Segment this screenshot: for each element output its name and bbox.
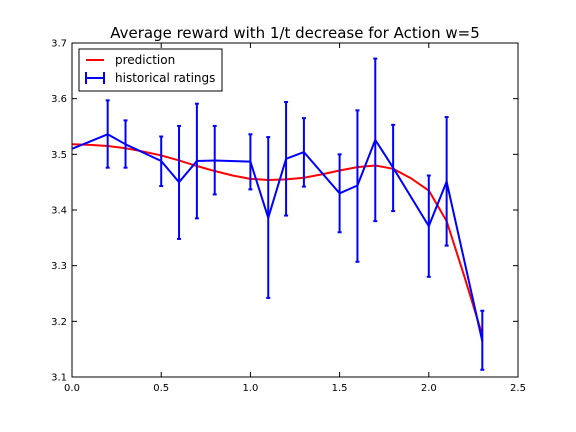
historical-ratings-line (71, 133, 484, 342)
legend-label-historical-ratings: historical ratings (115, 71, 215, 85)
x-tick-label: 0.5 (153, 383, 169, 394)
x-tick-label: 2.5 (510, 383, 526, 394)
series-layer (71, 57, 485, 371)
plot-frame (71, 42, 519, 378)
y-tick-label: 3.1 (51, 373, 67, 384)
legend-box (78, 48, 223, 92)
x-tick-label: 1.5 (332, 383, 348, 394)
x-tick-label: 0.0 (64, 383, 80, 394)
y-tick-label: 3.5 (51, 150, 67, 161)
y-tick-label: 3.6 (51, 94, 67, 105)
y-tick-label: 3.7 (51, 39, 67, 50)
y-tick-label: 3.4 (51, 206, 67, 217)
legend: prediction historical ratings (78, 48, 223, 92)
y-tick-label: 3.2 (51, 317, 67, 328)
y-axis: 3.1 3.2 3.3 3.4 3.5 3.6 3.7 (51, 39, 518, 384)
x-tick-label: 1.0 (242, 383, 258, 394)
y-tick-label: 3.3 (51, 261, 67, 272)
plot-area (72, 43, 518, 377)
legend-label-prediction: prediction (115, 53, 175, 67)
chart-title: Average reward with 1/t decrease for Act… (110, 24, 480, 42)
x-tick-label: 2.0 (421, 383, 437, 394)
